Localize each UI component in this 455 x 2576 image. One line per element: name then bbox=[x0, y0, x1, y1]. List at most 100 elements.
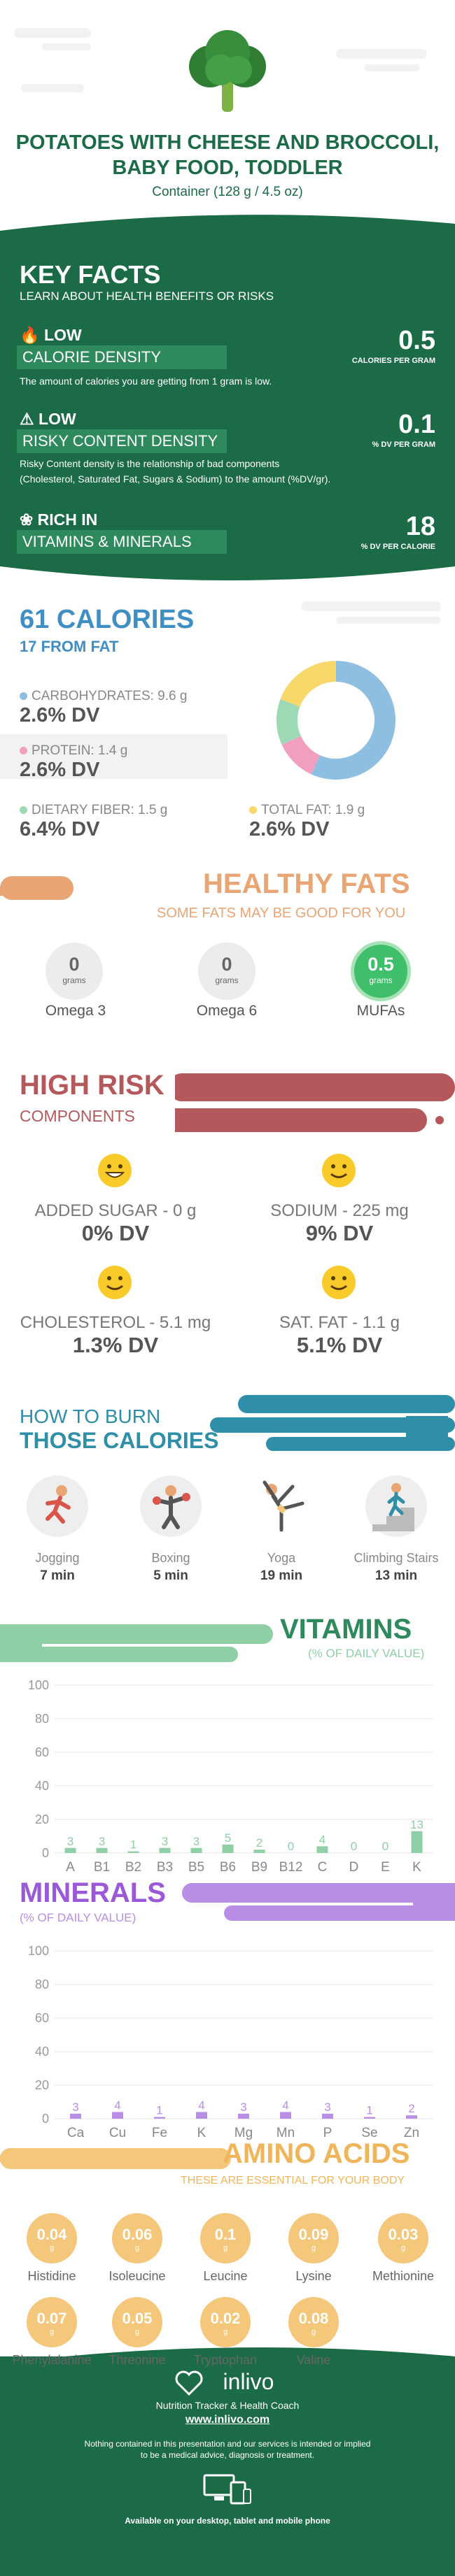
amino-name: Threonine bbox=[108, 2353, 166, 2367]
bar-P bbox=[322, 2113, 333, 2119]
bar-category-K: K bbox=[197, 2126, 206, 2140]
brand-url[interactable]: www.inlivo.com bbox=[185, 2414, 270, 2426]
yoga-minutes: 19 min bbox=[260, 1568, 303, 1583]
bar-value-B12: 0 bbox=[288, 1840, 294, 1853]
bar-Mg bbox=[238, 2113, 249, 2119]
bar-category-B9: B9 bbox=[251, 1860, 267, 1874]
vitamins-label: VITAMINS & MINERALS bbox=[17, 530, 227, 554]
amino-unit: g bbox=[134, 2244, 140, 2252]
bar-value-Fe: 1 bbox=[156, 2104, 162, 2117]
vitamins-value: 18 bbox=[405, 512, 435, 541]
amino-title: AMINO ACIDS bbox=[223, 2138, 410, 2169]
calorie-density-label: CALORIE DENSITY bbox=[17, 345, 227, 369]
bar-value-Zn: 2 bbox=[408, 2102, 414, 2115]
macro-donut-chart bbox=[276, 661, 396, 780]
protein-dv: 2.6% DV bbox=[20, 759, 100, 781]
bar-category-D: D bbox=[349, 1860, 359, 1874]
amino-unit: g bbox=[134, 2328, 140, 2336]
bar-category-Mg: Mg bbox=[234, 2126, 253, 2140]
calories-subtitle: 17 FROM FAT bbox=[20, 638, 119, 655]
calories-title: 61 CALORIES bbox=[20, 605, 195, 634]
bar-category-Se: Se bbox=[361, 2126, 377, 2140]
bar-value-B6: 5 bbox=[225, 1831, 231, 1845]
bar-category-C: C bbox=[318, 1860, 328, 1874]
amino-unit: g bbox=[223, 2244, 228, 2252]
y-tick-label: 80 bbox=[35, 1712, 49, 1726]
added-sugar-dv: 0% DV bbox=[81, 1221, 150, 1245]
header: POTATOES WITH CHEESE AND BROCCOLI, BABY … bbox=[0, 0, 455, 231]
vitamins-bar-chart: 0 20 40 60 80 100 3 A 3 B1 1 B2 3 B3 3 B5 5 B6 2 B9 0 B12 4 C 0 D… bbox=[0, 1678, 455, 1875]
leaf-icon: ❀ bbox=[20, 510, 34, 529]
bar-B3 bbox=[159, 1847, 171, 1853]
amino-unit: g bbox=[49, 2244, 55, 2252]
stairs-name: Climbing Stairs bbox=[354, 1551, 439, 1565]
bar-value-B5: 3 bbox=[193, 1835, 200, 1848]
minerals-decoration bbox=[182, 1883, 455, 1921]
calorie-density-unit: CALORIES PER GRAM bbox=[351, 357, 435, 365]
amino-name: Leucine bbox=[203, 2269, 248, 2283]
minerals-bar-chart: 0 20 40 60 80 100 3 Ca 4 Cu 1 Fe 4 K 3 Mg 4 Mn 3 P 1 Se 2 Zn bbox=[0, 1944, 455, 2140]
bar-value-B2: 1 bbox=[130, 1838, 136, 1852]
amino-bubble-lysine: 0.09 g bbox=[288, 2213, 339, 2263]
amino-value: 0.06 bbox=[122, 2226, 153, 2243]
vitamins-level: ❀ RICH IN bbox=[20, 510, 98, 529]
amino-bubble-valine: 0.08 g bbox=[288, 2297, 339, 2347]
donut-fiber bbox=[276, 661, 396, 780]
protein-block: PROTEIN: 1.4 g 2.6% DV bbox=[20, 743, 128, 781]
sodium-label: SODIUM - 225 mg bbox=[270, 1201, 409, 1220]
jogging-minutes: 7 min bbox=[40, 1568, 75, 1583]
brand-name: inlivo bbox=[223, 2369, 274, 2394]
bar-category-B5: B5 bbox=[188, 1860, 204, 1874]
y-tick-label: 40 bbox=[35, 1779, 49, 1793]
burn-title-1: HOW TO BURN bbox=[20, 1405, 161, 1427]
vitamins-title: VITAMINS bbox=[280, 1614, 412, 1645]
bar-Ca bbox=[70, 2113, 81, 2119]
amino-bubble-threonine: 0.05 g bbox=[112, 2297, 162, 2347]
stairs-icon bbox=[365, 1475, 427, 1537]
cholesterol-dv: 1.3% DV bbox=[72, 1333, 159, 1357]
boxing-minutes: 5 min bbox=[153, 1568, 188, 1583]
bar-value-C: 4 bbox=[319, 1833, 326, 1846]
yoga-icon bbox=[251, 1475, 312, 1537]
calorie-density-level: 🔥 LOW bbox=[20, 326, 82, 344]
y-tick-label: 100 bbox=[28, 1944, 49, 1958]
bar-value-P: 3 bbox=[324, 2101, 330, 2114]
minerals-subtitle: (% OF DAILY VALUE) bbox=[20, 1911, 136, 1924]
y-tick-label: 80 bbox=[35, 1977, 49, 1991]
bar-B6 bbox=[222, 1845, 234, 1853]
y-tick-label: 20 bbox=[35, 1812, 49, 1826]
minerals-title: MINERALS bbox=[20, 1877, 166, 1908]
omega6-name: Omega 6 bbox=[196, 1003, 258, 1019]
bar-chart-svg: 0 20 40 60 80 100 3 Ca 4 Cu 1 Fe 4 K 3 Mg 4 Mn 3 P 1 Se 2 Zn bbox=[28, 1944, 433, 2140]
bar-category-E: E bbox=[381, 1860, 390, 1874]
amino-name: Histidine bbox=[27, 2269, 76, 2283]
smiling-face-icon bbox=[322, 1266, 356, 1299]
fiber-dv: 6.4% DV bbox=[20, 818, 100, 840]
footer: inlivo Nutrition Tracker & Health Coach … bbox=[0, 2356, 455, 2576]
bar-category-B3: B3 bbox=[157, 1860, 173, 1874]
bar-B1 bbox=[96, 1847, 108, 1853]
jogging-name: Jogging bbox=[35, 1551, 80, 1565]
sat-fat-label: SAT. FAT - 1.1 g bbox=[279, 1313, 400, 1332]
healthy-fats-subtitle: SOME FATS MAY BE GOOD FOR YOU bbox=[157, 906, 406, 921]
y-tick-label: 40 bbox=[35, 2045, 49, 2059]
fiber-dot bbox=[20, 806, 27, 814]
amino-unit: g bbox=[311, 2328, 316, 2336]
added-sugar-label: ADDED SUGAR - 0 g bbox=[34, 1201, 197, 1220]
y-tick-label: 100 bbox=[28, 1678, 49, 1692]
bar-category-B1: B1 bbox=[94, 1860, 110, 1874]
bar-category-B6: B6 bbox=[220, 1860, 236, 1874]
bar-Fe bbox=[154, 2117, 165, 2119]
amino-bubble-phenylalanine: 0.07 g bbox=[27, 2297, 77, 2347]
bar-value-Ca: 3 bbox=[72, 2101, 78, 2114]
bar-Se bbox=[364, 2117, 375, 2119]
amino-name: Methionine bbox=[372, 2269, 435, 2283]
boxing-name: Boxing bbox=[151, 1551, 190, 1565]
vitamins-subtitle: (% OF DAILY VALUE) bbox=[308, 1647, 425, 1660]
heart-logo-icon bbox=[175, 2370, 203, 2396]
smiling-face-icon bbox=[322, 1154, 356, 1187]
calories-background bbox=[0, 601, 441, 779]
amino-bubble-tryptophan: 0.02 g bbox=[200, 2297, 251, 2347]
page-title: POTATOES WITH CHEESE AND BROCCOLI, BABY … bbox=[15, 131, 440, 179]
omega3-name: Omega 3 bbox=[45, 1003, 106, 1019]
